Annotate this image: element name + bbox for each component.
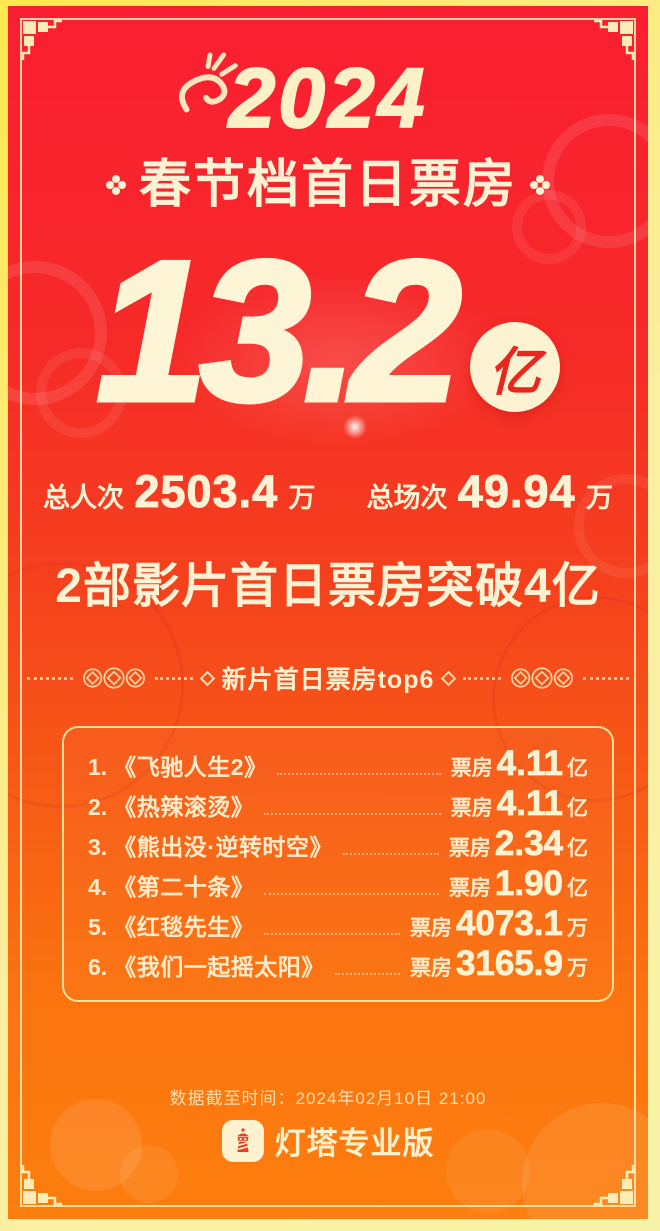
box-office-label: 票房 (409, 917, 452, 940)
box-office-unit: 万 (567, 957, 588, 980)
box-office-label: 票房 (409, 957, 452, 980)
box-office-value: 2.34 (494, 824, 563, 864)
box-office-unit: 亿 (567, 797, 588, 820)
dotted-leader (342, 853, 439, 855)
box-office-value: 4.11 (496, 744, 563, 784)
year-text: 2024 (228, 51, 428, 145)
corner-fret-ornament (21, 1165, 62, 1206)
corner-fret-ornament (594, 19, 635, 60)
ranking-section-title: 新片首日票房top6 (221, 666, 435, 694)
flower-ornament-icon (105, 175, 126, 196)
ranking-section-header: 新片首日票房top6 (8, 660, 648, 696)
poster-title: 春节档首日票房 (138, 156, 517, 214)
movie-title: 《热辣滚烫》 (113, 794, 255, 820)
ranking-panel: 1. 《飞驰人生2》 票房 4.11 亿 2. 《热辣滚烫》 票房 4.11 亿… (62, 726, 614, 1002)
box-office-label: 票房 (450, 797, 493, 820)
dragon-icon (178, 52, 238, 113)
box-office-unit: 亿 (567, 757, 588, 780)
sub-stats-row: 总人次 2503.4 万 总场次 49.94 万 (8, 466, 648, 518)
headline-text: 2部影片首日票房突破4亿 (55, 560, 601, 613)
dotted-leader (264, 933, 400, 935)
total-box-office-value: 13.2 (94, 220, 464, 443)
title-row: 春节档首日票房 (8, 154, 648, 216)
rank-number: 6. (88, 954, 108, 980)
year-banner: 2024 (8, 52, 648, 141)
admissions-unit: 万 (288, 483, 316, 513)
table-row: 3. 《熊出没·逆转时空》 票房 2.34 亿 (88, 824, 588, 864)
screenings-unit: 万 (585, 483, 613, 513)
corner-fret-ornament (21, 19, 62, 60)
box-office-value: 4.11 (496, 784, 563, 824)
box-office-value: 3165.9 (455, 944, 564, 984)
dotted-divider (26, 676, 73, 680)
rank-number: 4. (88, 874, 108, 900)
dotted-leader (264, 813, 441, 815)
dotted-divider (463, 676, 502, 680)
box-office-label: 票房 (448, 837, 491, 860)
dotted-leader (277, 773, 441, 775)
box-office-unit: 万 (567, 917, 588, 940)
box-office-value: 4073.1 (455, 904, 564, 944)
table-row: 1. 《飞驰人生2》 票房 4.11 亿 (88, 744, 588, 784)
flower-ornament-icon (530, 175, 550, 196)
movie-title: 《第二十条》 (113, 874, 255, 900)
lighthouse-logo-icon (221, 1119, 264, 1162)
rank-number: 1. (88, 754, 108, 780)
coins-ornament-icon (511, 667, 574, 689)
diamond-bullet-icon (441, 670, 457, 686)
box-office-label: 票房 (450, 757, 493, 780)
total-box-office: 13.2 亿 (8, 220, 648, 443)
diamond-bullet-icon (199, 670, 215, 686)
admissions-label: 总人次 (43, 483, 124, 513)
corner-fret-ornament (594, 1165, 635, 1206)
table-row: 2. 《热辣滚烫》 票房 4.11 亿 (88, 784, 588, 824)
movie-title: 《我们一起摇太阳》 (113, 954, 325, 980)
movie-title: 《熊出没·逆转时空》 (113, 834, 333, 860)
dotted-divider (583, 676, 630, 680)
box-office-unit: 亿 (567, 877, 588, 900)
table-row: 6. 《我们一起摇太阳》 票房 3165.9 万 (88, 944, 588, 984)
box-office-unit: 亿 (567, 837, 588, 860)
movie-title: 《飞驰人生2》 (113, 754, 268, 780)
yi-unit-badge: 亿 (469, 322, 560, 412)
box-office-value: 1.90 (494, 864, 563, 904)
screenings-label: 总场次 (366, 483, 448, 513)
table-row: 4. 《第二十条》 票房 1.90 亿 (88, 864, 588, 904)
rank-number: 5. (88, 914, 108, 940)
box-office-label: 票房 (448, 877, 491, 900)
movie-title: 《红毯先生》 (113, 914, 255, 940)
dotted-leader (334, 973, 400, 975)
dotted-leader (264, 893, 439, 895)
rank-number: 2. (88, 794, 108, 820)
brand-row: 灯塔专业版 (8, 1118, 648, 1163)
dotted-divider (154, 676, 193, 680)
rank-number: 3. (88, 834, 108, 860)
brand-name: 灯塔专业版 (274, 1126, 435, 1161)
screenings-value: 49.94 (457, 466, 576, 518)
poster-background: 2024 春节档首日票房 13.2 亿 总人次 2503.4 万 (8, 6, 648, 1219)
admissions-value: 2503.4 (134, 466, 279, 518)
data-cutoff-text: 数据截至时间：2024年02月10日 21:00 (169, 1089, 487, 1108)
table-row: 5. 《红毯先生》 票房 4073.1 万 (88, 904, 588, 944)
coins-ornament-icon (82, 667, 145, 689)
